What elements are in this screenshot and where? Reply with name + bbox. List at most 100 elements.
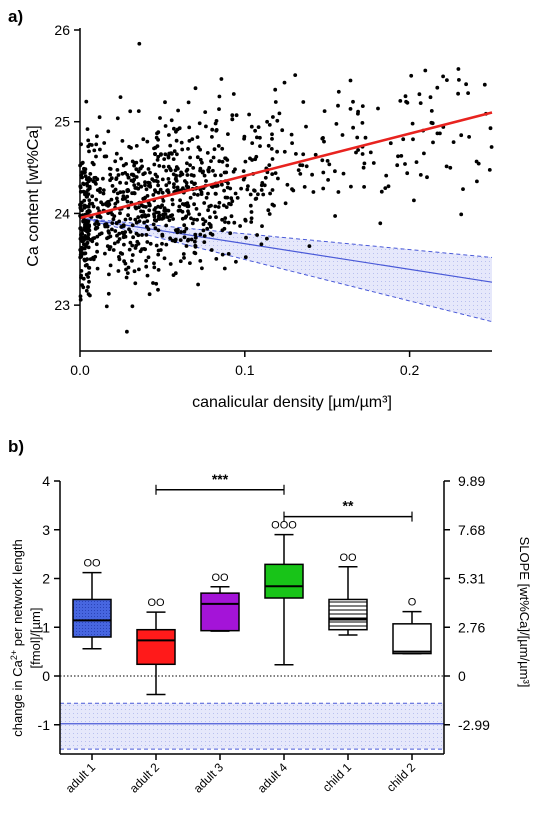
data-point bbox=[142, 247, 147, 251]
data-point bbox=[254, 154, 259, 159]
outlier-markers: O bbox=[408, 597, 417, 609]
data-point bbox=[356, 148, 360, 152]
data-point bbox=[106, 229, 111, 234]
data-point bbox=[139, 158, 144, 163]
data-point bbox=[165, 215, 170, 220]
y-tick-label-b: -1 bbox=[38, 717, 51, 733]
significance-label: ** bbox=[343, 498, 354, 514]
data-point bbox=[198, 157, 203, 162]
data-point bbox=[145, 219, 150, 224]
data-point bbox=[79, 245, 84, 250]
data-point bbox=[195, 135, 200, 140]
data-point bbox=[126, 265, 131, 270]
data-point bbox=[217, 94, 222, 99]
data-point bbox=[224, 205, 229, 210]
data-point bbox=[248, 192, 253, 197]
data-point bbox=[137, 267, 141, 272]
data-point bbox=[174, 138, 179, 143]
data-point bbox=[92, 176, 97, 180]
data-point bbox=[88, 293, 92, 298]
data-point bbox=[230, 199, 235, 204]
data-point bbox=[202, 240, 207, 245]
data-point bbox=[148, 170, 152, 175]
data-point bbox=[145, 273, 150, 278]
data-point bbox=[156, 248, 161, 253]
y-tick-label-a: 26 bbox=[54, 22, 70, 38]
data-point bbox=[82, 166, 86, 171]
data-point bbox=[371, 161, 376, 165]
data-point bbox=[270, 137, 274, 141]
data-point bbox=[118, 190, 123, 195]
data-point bbox=[205, 151, 210, 155]
data-point bbox=[128, 230, 133, 234]
data-point bbox=[153, 226, 158, 231]
data-point bbox=[108, 245, 113, 249]
data-point bbox=[169, 168, 173, 173]
data-point bbox=[341, 171, 346, 176]
data-point bbox=[84, 288, 89, 293]
data-point bbox=[248, 203, 253, 208]
data-point bbox=[98, 186, 102, 191]
data-point bbox=[193, 235, 198, 240]
data-point bbox=[189, 237, 194, 242]
data-point bbox=[103, 251, 107, 256]
data-point bbox=[213, 173, 218, 178]
data-point bbox=[266, 143, 271, 148]
data-point bbox=[114, 151, 119, 156]
data-point bbox=[168, 143, 173, 148]
data-point bbox=[210, 127, 215, 132]
data-point bbox=[193, 232, 198, 237]
data-point bbox=[216, 205, 221, 209]
data-point bbox=[194, 207, 199, 211]
data-point bbox=[134, 220, 139, 225]
data-point bbox=[184, 226, 189, 231]
data-point bbox=[135, 186, 139, 190]
data-point bbox=[144, 187, 149, 192]
box-body bbox=[264, 563, 304, 599]
data-point bbox=[322, 139, 326, 144]
data-point bbox=[105, 236, 109, 241]
y-tick-label-a: 25 bbox=[54, 114, 70, 130]
data-point bbox=[105, 200, 110, 204]
data-point bbox=[230, 117, 235, 122]
data-point bbox=[174, 179, 179, 183]
data-point bbox=[310, 172, 314, 177]
data-point bbox=[113, 202, 118, 206]
data-point bbox=[487, 168, 492, 172]
data-point bbox=[489, 145, 494, 149]
data-point bbox=[430, 121, 435, 126]
data-point bbox=[273, 87, 278, 92]
data-point bbox=[112, 189, 116, 194]
data-point bbox=[209, 248, 214, 252]
data-point bbox=[301, 100, 306, 104]
data-point bbox=[230, 113, 235, 118]
data-point bbox=[259, 188, 264, 192]
data-point bbox=[171, 273, 176, 277]
data-point bbox=[249, 210, 254, 214]
data-point bbox=[134, 167, 139, 172]
data-point bbox=[188, 261, 192, 265]
data-point bbox=[140, 233, 144, 237]
data-point bbox=[152, 162, 157, 167]
data-point bbox=[102, 141, 107, 145]
data-point bbox=[153, 189, 158, 194]
data-point bbox=[141, 137, 146, 142]
y-tick-label-a: 23 bbox=[54, 297, 70, 313]
data-point bbox=[113, 229, 118, 233]
data-point bbox=[120, 139, 125, 143]
data-point bbox=[243, 159, 248, 164]
data-point bbox=[102, 154, 107, 159]
data-point bbox=[388, 141, 393, 146]
data-point bbox=[456, 91, 460, 96]
data-point bbox=[86, 138, 91, 143]
data-point bbox=[84, 194, 89, 199]
data-point bbox=[160, 241, 164, 246]
data-point bbox=[214, 215, 218, 220]
data-point bbox=[184, 184, 189, 189]
data-point bbox=[130, 259, 134, 263]
x-tick-label-a: 0.1 bbox=[235, 362, 255, 378]
data-point bbox=[223, 156, 228, 161]
data-point bbox=[241, 169, 246, 174]
data-point bbox=[204, 179, 208, 183]
data-point bbox=[152, 218, 157, 222]
